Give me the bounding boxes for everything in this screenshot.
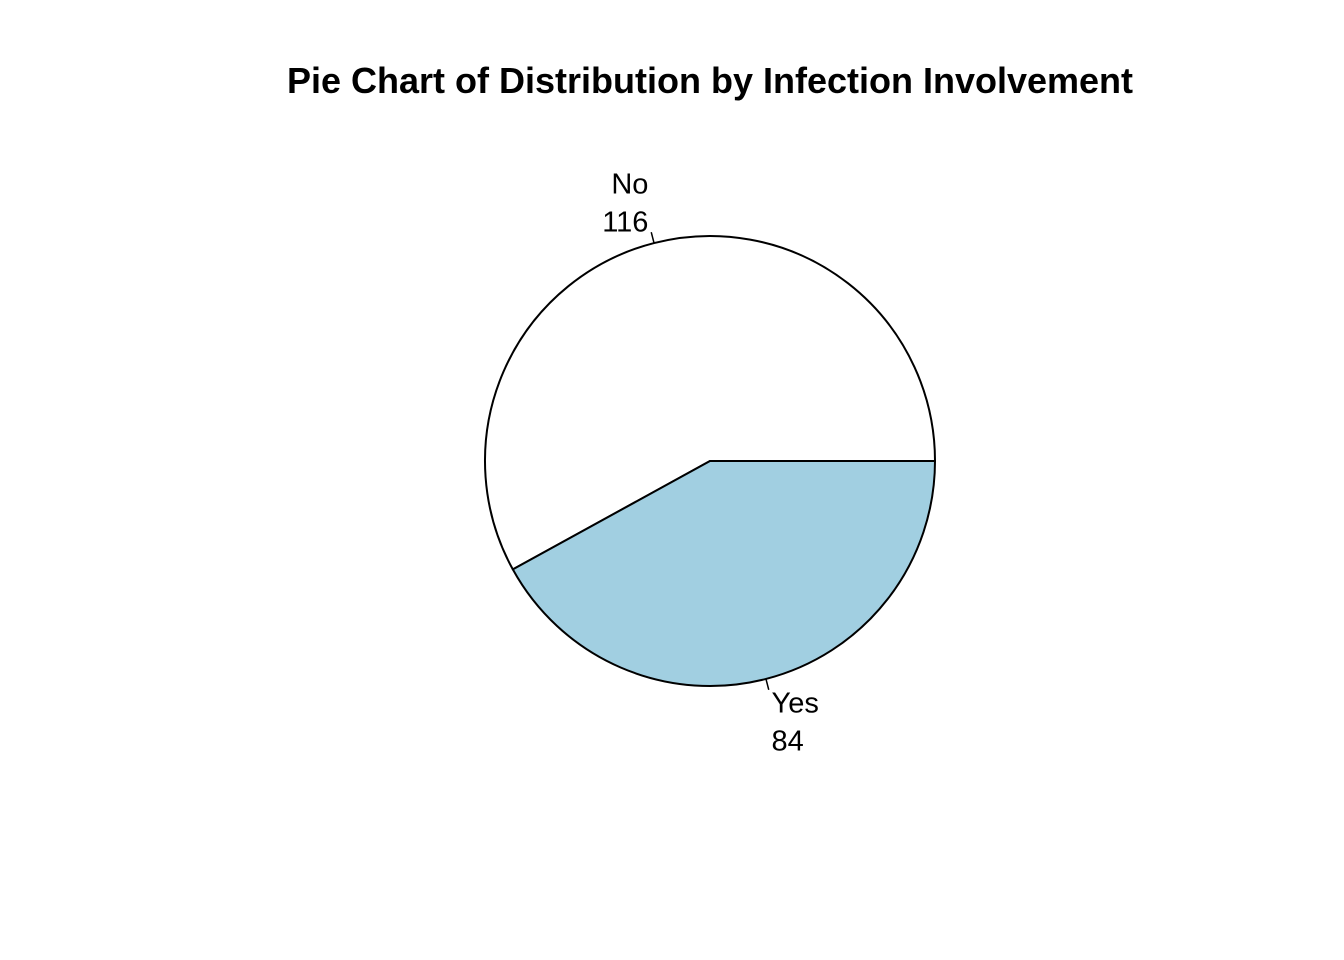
pie-slices <box>484 235 936 687</box>
pie-labels: No 116 Yes 84 <box>602 168 819 757</box>
pie-label-tick-yes <box>765 678 770 691</box>
pie-value-no: 116 <box>602 206 648 238</box>
pie-label-no: No <box>611 168 648 200</box>
pie-label-yes: Yes <box>772 688 819 720</box>
pie-slice-no <box>484 235 936 571</box>
pie-value-yes: 84 <box>772 726 804 758</box>
chart-title: Pie Chart of Distribution by Infection I… <box>287 60 1133 101</box>
pie-label-tick-no <box>650 231 655 244</box>
